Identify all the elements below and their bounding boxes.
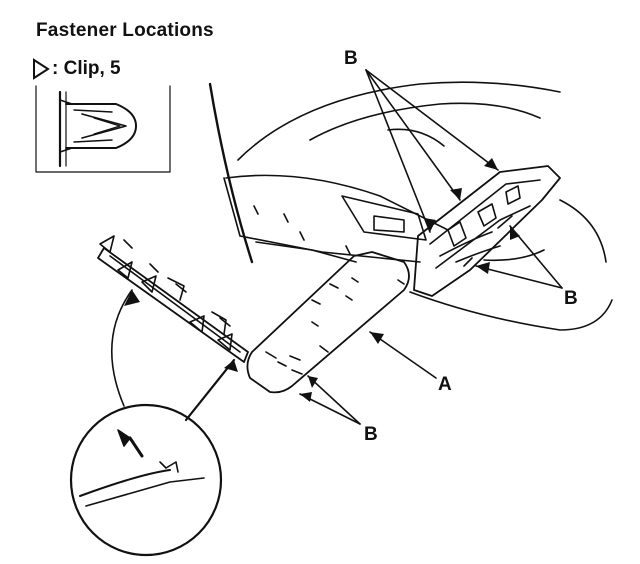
armrest-trim-piece bbox=[413, 165, 561, 297]
callout-b-right: B bbox=[564, 288, 578, 309]
arrowheads bbox=[124, 158, 520, 402]
page-title: Fastener Locations bbox=[36, 20, 214, 41]
clip-triangle-icon bbox=[33, 58, 50, 80]
callout-b-bottom: B bbox=[364, 424, 378, 445]
clip-strip bbox=[97, 235, 249, 363]
callout-b-top: B bbox=[344, 48, 358, 69]
pull-pocket-panel bbox=[246, 251, 410, 394]
legend: : Clip, 5 bbox=[32, 58, 121, 80]
magnifier-detail bbox=[69, 403, 223, 557]
legend-text: : Clip, 5 bbox=[52, 58, 121, 79]
callout-a: A bbox=[438, 374, 452, 395]
body-edge-line bbox=[208, 82, 254, 264]
door-trim-outline bbox=[223, 81, 613, 331]
clip-marker-triangles bbox=[99, 235, 233, 351]
clip-detail-inset bbox=[35, 85, 171, 173]
